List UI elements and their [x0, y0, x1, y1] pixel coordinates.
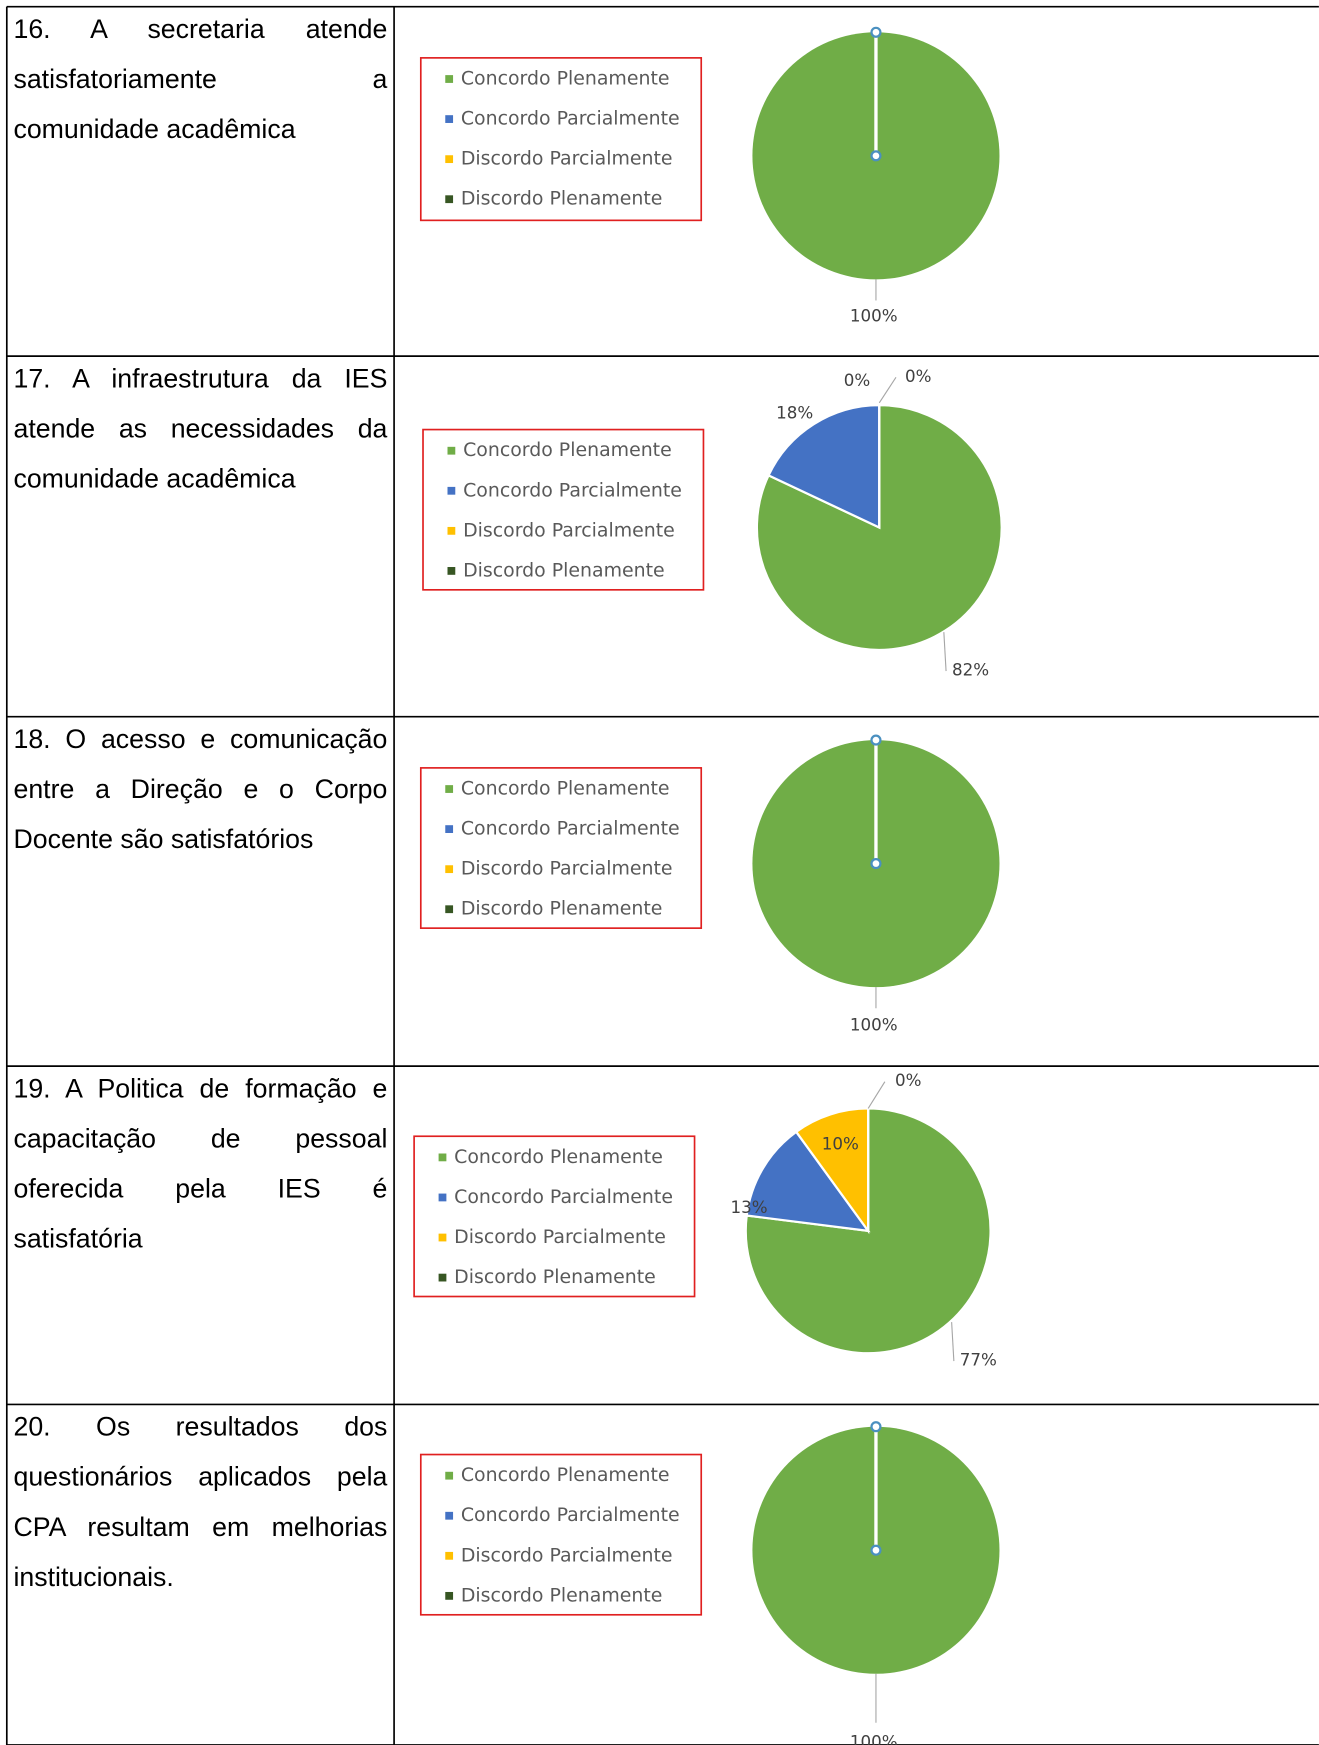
legend-swatch — [445, 1511, 454, 1520]
legend-swatch — [445, 155, 454, 164]
selection-handle — [870, 1421, 882, 1433]
data-label: 10% — [822, 1135, 859, 1154]
legend-swatch — [445, 75, 454, 83]
legend-swatch — [447, 526, 456, 535]
legend-box — [422, 428, 705, 591]
question: 17. A infraestrutura da IES atende as ne… — [13, 363, 388, 495]
legend-swatch — [438, 1233, 447, 1242]
legend-swatch — [447, 486, 456, 495]
legend-label: Discordo Plenamente — [461, 1584, 663, 1606]
data-label: 100% — [850, 1016, 898, 1035]
data-label: 0% — [844, 371, 870, 390]
question-cell: 17. A infraestrutura da IES atende as ne… — [13, 363, 388, 495]
legend-swatch — [445, 1551, 454, 1560]
question: 16. A secretaria atende satisfatoriament… — [13, 14, 388, 145]
question: 20. Os resultados dos questionários apli… — [13, 1412, 388, 1593]
legend-swatch — [445, 1471, 454, 1480]
selection-handle — [870, 1544, 882, 1556]
legend-label: Concordo Plenamente — [454, 1146, 663, 1168]
legend-swatch — [445, 115, 454, 123]
legend-swatch — [445, 195, 454, 204]
legend-box — [413, 1135, 696, 1298]
legend-label: Discordo Parcialmente — [461, 148, 673, 170]
legend-label: Concordo Plenamente — [461, 68, 670, 90]
selection-handle — [870, 734, 882, 746]
legend-label: Discordo Plenamente — [461, 898, 663, 920]
leader-line — [867, 1081, 886, 1109]
selection-handle — [870, 858, 882, 870]
data-label: 18% — [776, 403, 813, 422]
legend-label: Concordo Plenamente — [461, 1464, 670, 1486]
leader-line — [951, 1322, 955, 1362]
legend-label: Concordo Parcialmente — [461, 1504, 680, 1526]
legend-label: Concordo Plenamente — [461, 778, 670, 800]
legend-label: Concordo Parcialmente — [463, 479, 682, 501]
legend-swatch — [447, 567, 456, 575]
data-label: 100% — [850, 307, 898, 326]
question-cell: 18. O acesso e comunicação entre a Direç… — [13, 724, 388, 855]
legend-label: Concordo Parcialmente — [461, 818, 680, 840]
legend-label: Discordo Plenamente — [463, 559, 665, 581]
question-cell: 19. A Politica de formação e capacitação… — [13, 1073, 388, 1255]
legend-label: Discordo Plenamente — [461, 188, 663, 210]
data-label: 13% — [731, 1198, 768, 1217]
legend-swatch — [445, 905, 454, 914]
legend-label: Discordo Parcialmente — [463, 519, 675, 541]
legend-label: Discordo Parcialmente — [461, 858, 673, 880]
legend-swatch — [445, 785, 454, 793]
question-cell: 16. A secretaria atende satisfatoriament… — [13, 14, 388, 145]
legend-box — [419, 1453, 703, 1616]
selection-handle — [870, 150, 882, 162]
legend-box — [419, 57, 703, 222]
question-cell: 20. Os resultados dos questionários apli… — [13, 1412, 388, 1593]
legend-label: Concordo Plenamente — [463, 439, 672, 461]
data-label: 100% — [850, 1732, 898, 1745]
legend-label: Concordo Parcialmente — [461, 108, 680, 130]
legend-label: Discordo Parcialmente — [461, 1544, 673, 1566]
legend-label: Concordo Parcialmente — [454, 1186, 673, 1208]
legend-swatch — [445, 1591, 454, 1600]
pie-slice — [794, 1107, 870, 1235]
legend-box — [419, 767, 703, 929]
legend-swatch — [445, 825, 454, 833]
data-label: 0% — [895, 1071, 921, 1090]
data-label: 77% — [960, 1351, 997, 1370]
legend-swatch — [447, 446, 456, 455]
legend-label: Discordo Plenamente — [454, 1266, 656, 1288]
leader-line — [943, 632, 947, 672]
legend-swatch — [445, 865, 454, 874]
pie-slice — [745, 1130, 871, 1233]
pie-slice — [767, 403, 881, 530]
data-label: 0% — [905, 367, 931, 386]
data-label: 82% — [952, 661, 989, 680]
legend-swatch — [438, 1193, 447, 1202]
question: 18. O acesso e comunicação entre a Direç… — [13, 724, 388, 855]
selection-handle — [870, 26, 882, 38]
leader-line — [878, 376, 897, 404]
legend-label: Discordo Parcialmente — [454, 1226, 666, 1248]
legend-swatch — [438, 1153, 447, 1162]
legend-swatch — [438, 1273, 447, 1282]
question: 19. A Politica de formação e capacitação… — [13, 1073, 388, 1255]
